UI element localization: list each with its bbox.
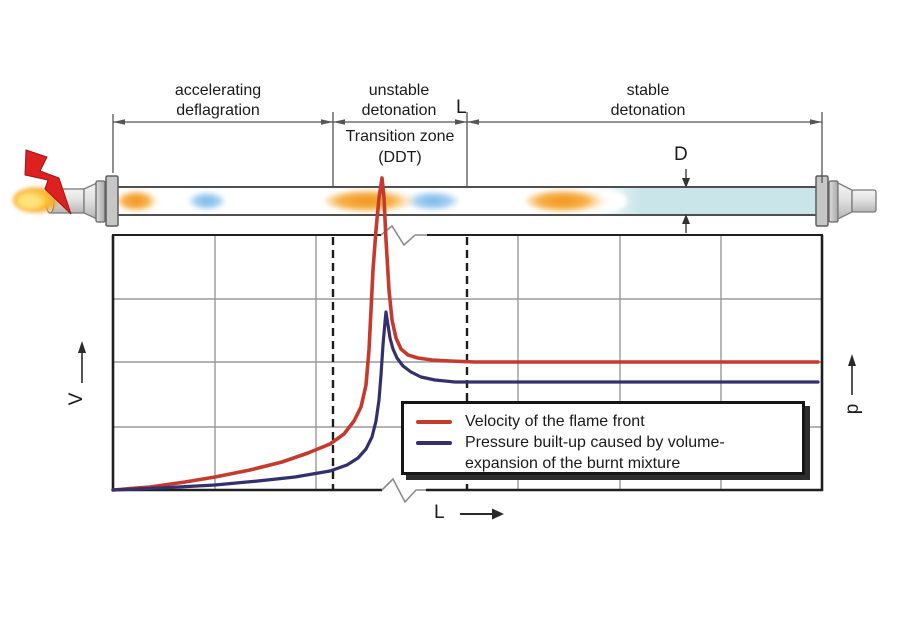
flame-puff-blue	[188, 191, 226, 211]
detonation-front-flame	[526, 189, 608, 213]
ignition-flame-core	[17, 193, 43, 209]
right-flange	[815, 175, 839, 227]
legend-item-velocity: Velocity of the flame front	[414, 411, 792, 432]
zone-label-stable-detonation: stable detonation	[610, 82, 686, 119]
x-axis-label-length: L	[434, 502, 445, 523]
zone-label-unstable-detonation: unstable detonation	[361, 82, 437, 119]
burnt-mixture-fill	[640, 188, 816, 214]
legend-box: Velocity of the flame front Pressure bui…	[401, 401, 805, 475]
y-axis-label-pressure: p	[842, 403, 863, 415]
right-pipe-stub	[837, 181, 877, 221]
dimension-arrowheads	[113, 119, 822, 125]
transition-trail-blue	[406, 191, 460, 211]
legend-label: Pressure built-up caused by volume- expa…	[465, 434, 725, 472]
flame-kernel-1	[118, 190, 159, 212]
velocity-curve	[111, 176, 820, 492]
diameter-label: D	[674, 144, 688, 165]
y-axis-label-velocity: V	[66, 392, 87, 406]
plot-border	[111, 234, 824, 492]
curves	[111, 176, 820, 492]
run-up-length-label: L	[456, 97, 467, 118]
axis-break-marks	[380, 224, 427, 504]
velocity-line-swatch	[416, 420, 452, 424]
pressure-curve	[111, 310, 820, 492]
detonation-tube	[13, 149, 877, 227]
zone-label-accelerating-deflagration: accelerating deflagration	[174, 82, 262, 119]
legend-label: Velocity of the flame front	[465, 413, 645, 430]
lightning-bolt-icon	[24, 149, 72, 215]
left-flange	[95, 175, 119, 227]
transition-flame	[325, 189, 417, 213]
axis-arrows	[81, 351, 853, 515]
pressure-line-swatch	[416, 441, 452, 445]
transition-zone-label: Transition zone (DDT)	[345, 128, 455, 166]
plot-area	[78, 224, 856, 520]
tube-contents	[118, 188, 816, 214]
dimension-annotations	[112, 112, 823, 233]
legend-item-pressure: Pressure built-up caused by volume- expa…	[414, 432, 792, 474]
